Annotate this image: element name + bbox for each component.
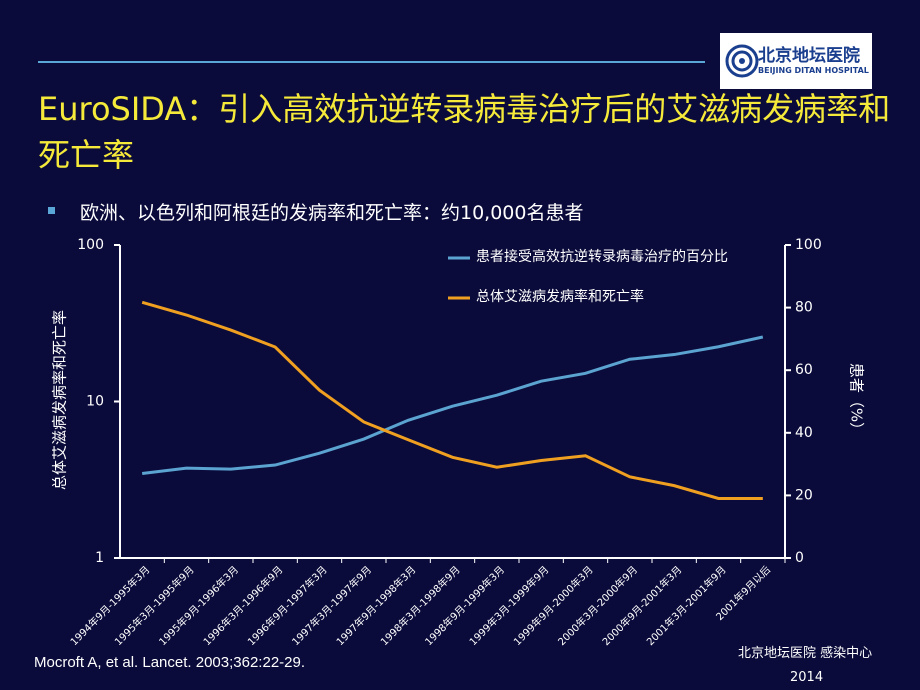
bullet: 欧洲、以色列和阿根廷的发病率和死亡率：约10,000名患者 [80,202,584,224]
title: EuroSIDA：引入高效抗逆转录病毒治疗后的艾滋病发病率和死亡率 [38,90,891,174]
y2-tick-label: 20 [795,487,813,503]
logo [720,33,872,89]
x-tick-label: 1996年3月-1996年9月 [200,563,285,648]
y2-tick-label: 0 [795,550,804,566]
series-line [141,300,763,500]
bullet-mark [48,207,55,214]
x-tick-label: 1996年9月-1997年3月 [245,563,330,648]
x-tick-label: 1998年9月-1999年3月 [422,563,507,648]
y2-axis-label: 患者（%） [848,363,866,437]
logo-name-en: BEIJING DITAN HOSPITAL [758,66,869,75]
legend-label: 患者接受高效抗逆转录病毒治疗的百分比 [476,249,728,265]
y-tick-label: 1 [95,550,104,566]
x-tick-label: 2000年9月-2001年3月 [599,563,684,648]
y-axis-label: 总体艾滋病发病率和死亡率 [51,310,69,490]
year: 2014 [790,670,824,685]
y-tick-label: 100 [77,237,104,253]
citation: Mocroft A, et al. Lancet. 2003;362:22-29… [34,654,306,671]
dept: 北京地坛医院 感染中心 [738,646,873,661]
x-tick-label: 1998年3月-1998年9月 [378,563,463,648]
y-tick-label: 10 [86,394,104,410]
x-tick-label: 1995年9月-1996年3月 [156,563,241,648]
logo-name: 北京地坛医院 [758,46,860,66]
y2-tick-label: 40 [795,425,813,441]
y2-tick-label: 60 [795,362,813,378]
legend-label: 总体艾滋病发病率和死亡率 [476,289,644,305]
series-line [141,335,764,475]
x-tick-label: 1997年9月-1998年3月 [333,563,418,648]
x-tick-label: 1997年3月-1997年9月 [289,563,374,648]
x-tick-label: 1999年3月-1999年9月 [466,563,551,648]
x-tick-label: 2001年3月-2001年9月 [644,563,729,648]
x-tick-label: 1994年9月-1995年3月 [67,563,152,648]
x-tick-label: 1995年3月-1995年9月 [112,563,197,648]
y2-tick-label: 100 [795,237,822,253]
logo-icon [725,44,759,78]
x-tick-label: 1999年9月-2000年3月 [511,563,596,648]
x-tick-label: 2000年3月-2000年9月 [555,563,640,648]
y2-tick-label: 80 [795,300,813,316]
